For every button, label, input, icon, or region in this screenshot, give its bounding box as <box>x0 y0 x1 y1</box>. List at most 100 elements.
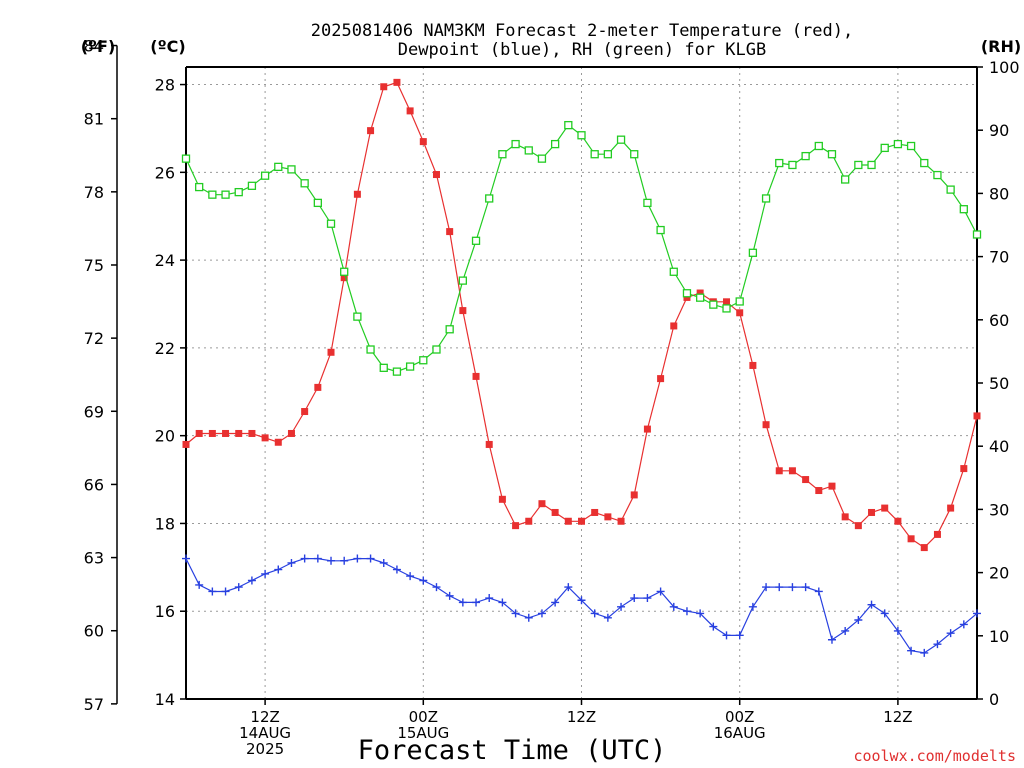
dewpoint-point <box>327 556 336 565</box>
rh-point <box>287 165 296 174</box>
dewpoint-point <box>682 607 691 616</box>
dewpoint-point <box>656 587 665 596</box>
rh-point <box>208 190 217 199</box>
fahrenheit-tick-label: 60 <box>84 622 104 641</box>
rh-point <box>682 289 692 298</box>
dewpoint-point <box>630 594 639 603</box>
dewpoint-point <box>590 609 599 618</box>
credit-link[interactable]: coolwx.com/modelts <box>853 747 1016 765</box>
dewpoint-point <box>669 602 678 611</box>
temperature-point <box>340 274 348 282</box>
temperature-point <box>525 517 533 525</box>
rh-tick-label: 80 <box>989 184 1009 203</box>
temperature-point <box>472 372 480 380</box>
fahrenheit-tick-label: 75 <box>84 256 104 275</box>
rh-point <box>735 297 744 306</box>
dewpoint-point <box>182 554 190 563</box>
celsius-tick-label: 18 <box>155 514 175 533</box>
temperature-point <box>736 309 744 317</box>
rh-point <box>590 150 599 159</box>
x-tick-label: 2025 <box>246 740 284 758</box>
rh-point <box>775 158 784 168</box>
dewpoint-point <box>880 609 889 618</box>
temperature-point <box>538 500 546 508</box>
temperature-point <box>907 535 915 543</box>
chart-title-line1: 2025081406 NAM3KM Forecast 2-meter Tempe… <box>311 21 853 41</box>
dewpoint-point <box>577 596 586 605</box>
temperature-point <box>617 517 625 525</box>
temperature-point <box>683 293 691 301</box>
dewpoint-point <box>643 594 652 603</box>
x-tick-label: 14AUG <box>239 724 291 742</box>
rh-point <box>577 131 586 140</box>
temperature-point <box>696 289 704 297</box>
fahrenheit-tick-label: 84 <box>84 37 104 56</box>
dewpoint-series <box>182 554 981 657</box>
dewpoint-point <box>946 629 955 638</box>
temperature-point <box>274 438 282 446</box>
rh-point <box>353 312 362 321</box>
temperature-point <box>235 429 243 437</box>
temperature-point <box>973 412 981 420</box>
rh-point <box>485 194 494 203</box>
temperature-point <box>301 408 309 416</box>
rh-point <box>643 198 652 208</box>
rh-tick-label: 100 <box>989 58 1020 77</box>
dewpoint-point <box>353 554 362 563</box>
temperature-series <box>182 78 981 552</box>
x-tick-label: 12Z <box>567 708 596 726</box>
dewpoint-point <box>247 576 256 585</box>
rh-tick-label: 30 <box>989 500 1009 519</box>
celsius-tick-label: 14 <box>155 690 175 709</box>
temperature-point <box>604 513 612 521</box>
rh-point <box>260 171 270 180</box>
rh-point <box>946 185 955 194</box>
temperature-point <box>380 83 388 91</box>
rh-point <box>788 160 797 170</box>
rh-point <box>445 325 454 334</box>
dewpoint-point <box>274 565 283 574</box>
dewpoint-point <box>617 602 626 611</box>
temperature-point <box>960 465 968 473</box>
rh-point <box>432 345 441 354</box>
x-tick-label: 16AUG <box>714 724 766 742</box>
fahrenheit-tick-label: 72 <box>84 329 104 348</box>
rh-point <box>906 141 916 151</box>
rh-point <box>471 236 481 245</box>
rh-point <box>419 356 428 365</box>
rh-point <box>841 175 850 184</box>
rh-point <box>709 300 718 309</box>
rh-point <box>379 363 388 372</box>
dewpoint-point <box>458 598 467 607</box>
rh-point <box>854 160 863 170</box>
rh-point <box>498 150 507 159</box>
temperature-point <box>815 487 823 495</box>
rh-unit-label: (RH) <box>981 37 1021 56</box>
temperature-point <box>393 78 401 86</box>
temperature-point <box>367 127 375 135</box>
dewpoint-point <box>564 583 573 592</box>
temperature-point <box>406 107 414 115</box>
rh-point <box>313 198 322 208</box>
fahrenheit-tick-label: 66 <box>84 475 104 494</box>
celsius-tick-label: 16 <box>155 602 175 621</box>
dewpoint-point <box>814 587 823 596</box>
rh-tick-label: 20 <box>989 564 1009 583</box>
rh-tick-label: 90 <box>989 121 1009 140</box>
rh-point <box>405 362 415 371</box>
celsius-tick-label: 26 <box>155 163 175 182</box>
celsius-tick-label: 24 <box>155 251 175 270</box>
rh-point <box>274 162 283 172</box>
temperature-point <box>314 383 322 391</box>
x-tick-label: 00Z <box>409 708 438 726</box>
dewpoint-point <box>854 616 863 624</box>
x-axis-label: Forecast Time (UTC) <box>358 735 667 766</box>
dewpoint-point <box>788 583 797 592</box>
temperature-point <box>222 429 230 437</box>
dewpoint-point <box>392 565 401 574</box>
temperature-point <box>287 429 295 437</box>
dewpoint-point <box>603 613 612 622</box>
x-tick-label: 12Z <box>250 708 279 726</box>
rh-tick-label: 50 <box>989 374 1009 393</box>
dewpoint-point <box>340 556 349 565</box>
